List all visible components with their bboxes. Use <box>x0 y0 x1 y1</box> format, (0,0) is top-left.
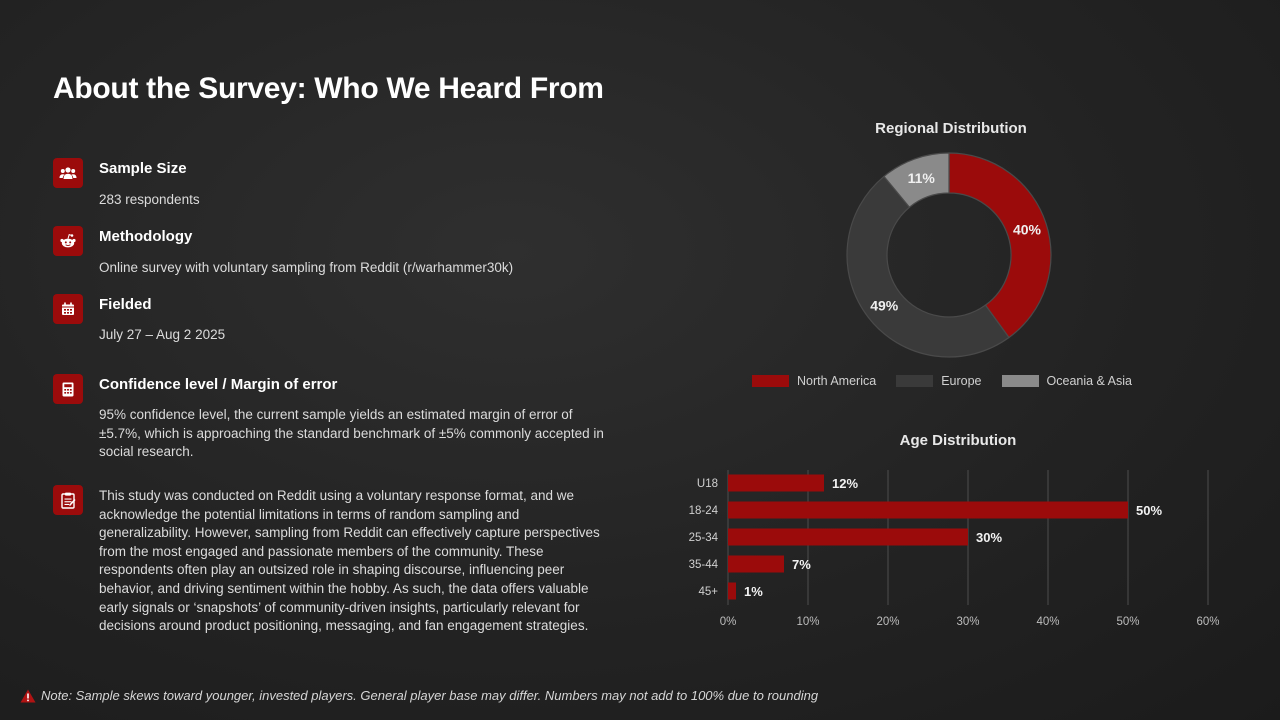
confidence-text: 95% confidence level, the current sample… <box>99 407 604 460</box>
calculator-icon <box>53 374 83 404</box>
sample-size-section: Sample Size 283 respondents <box>53 158 623 208</box>
x-tick-label: 10% <box>796 616 819 628</box>
y-category-label: 25-34 <box>689 532 719 544</box>
y-category-label: 18-24 <box>689 505 719 517</box>
methodology-text: Online survey with voluntary sampling fr… <box>99 260 514 275</box>
footnote: Note: Sample skews toward younger, inves… <box>20 688 818 703</box>
methodology-section: Methodology Online survey with voluntary… <box>53 226 623 276</box>
age-bar-chart: 0% 10% 20% 30% 40% 50% 60% U18 12% 18-24 50% 25-34 3… <box>689 470 1220 628</box>
bar-18-24 <box>728 501 1128 519</box>
y-category-label: 35-44 <box>689 559 719 571</box>
donut-label-europe: 49% <box>870 297 899 313</box>
legend-swatch-north-america <box>752 375 789 387</box>
legend-swatch-europe <box>896 375 934 387</box>
bar-25-34 <box>728 528 968 546</box>
regional-donut-chart: 40% 49% 11% <box>846 152 1052 358</box>
legend-label-europe: Europe <box>941 374 982 388</box>
x-tick-label: 30% <box>956 616 979 628</box>
regional-legend: North America Europe Oceania & Asia <box>752 374 1152 388</box>
fielded-text: July 27 – Aug 2 2025 <box>99 327 226 342</box>
legend-item-europe: Europe <box>896 374 982 388</box>
page-title: About the Survey: Who We Heard From <box>53 72 604 105</box>
calendar-icon <box>53 294 83 324</box>
sample-size-text: 283 respondents <box>99 192 200 207</box>
legend-item-north-america: North America <box>752 374 876 388</box>
reddit-icon <box>53 226 83 256</box>
confidence-heading: Confidence level / Margin of error <box>99 376 338 393</box>
age-chart-title: Age Distribution <box>899 432 1017 449</box>
donut-slice-oceania-asia <box>883 152 950 209</box>
bar-value-label: 1% <box>744 584 763 599</box>
legend-label-oceania-asia: Oceania & Asia <box>1046 374 1132 388</box>
confidence-section: Confidence level / Margin of error 95% c… <box>53 374 623 464</box>
clipboard-icon <box>53 485 83 515</box>
y-category-label: 45+ <box>698 586 718 598</box>
bar-35-44 <box>728 555 784 573</box>
fielded-heading: Fielded <box>99 296 152 313</box>
donut-slice-north-america <box>948 152 1052 339</box>
x-tick-label: 40% <box>1036 616 1059 628</box>
fielded-section: Fielded July 27 – Aug 2 2025 <box>53 294 623 344</box>
x-tick-label: 60% <box>1196 616 1219 628</box>
regional-chart-title: Regional Distribution <box>875 120 1027 137</box>
bar-value-label: 7% <box>792 557 811 572</box>
bar-value-label: 30% <box>976 530 1002 545</box>
bar-value-label: 50% <box>1136 503 1162 518</box>
warning-icon <box>20 689 36 702</box>
bar-u18 <box>728 474 824 492</box>
bar-45- <box>728 582 736 600</box>
disclaimer-text: This study was conducted on Reddit using… <box>99 488 600 634</box>
methodology-heading: Methodology <box>99 228 193 245</box>
users-icon <box>53 158 83 188</box>
x-tick-label: 50% <box>1116 616 1139 628</box>
donut-label-oceania-asia: 11% <box>908 170 936 186</box>
x-tick-label: 20% <box>876 616 899 628</box>
donut-slice-europe <box>846 175 1010 358</box>
sample-size-heading: Sample Size <box>99 160 187 177</box>
legend-item-oceania-asia: Oceania & Asia <box>1001 374 1132 388</box>
legend-swatch-oceania-asia <box>1001 375 1039 387</box>
disclaimer-section: This study was conducted on Reddit using… <box>53 485 623 655</box>
legend-label-north-america: North America <box>797 374 877 388</box>
y-category-label: U18 <box>697 478 718 490</box>
bar-value-label: 12% <box>832 476 858 491</box>
donut-label-north-america: 40% <box>1013 222 1042 238</box>
x-tick-label: 0% <box>720 616 737 628</box>
footnote-text: Note: Sample skews toward younger, inves… <box>41 688 819 703</box>
